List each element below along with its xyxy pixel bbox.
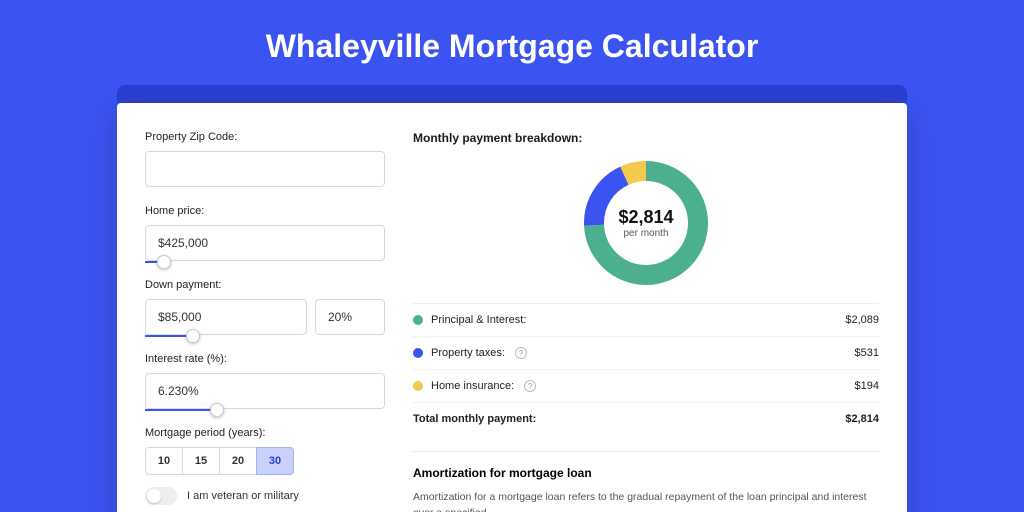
page-title: Whaleyville Mortgage Calculator <box>0 0 1024 85</box>
legend-dot <box>413 315 423 325</box>
breakdown-label: Principal & Interest: <box>431 314 526 326</box>
mortgage-period-group: 10152030 <box>145 447 385 475</box>
breakdown-title: Monthly payment breakdown: <box>413 131 879 145</box>
field-down-payment: Down payment: <box>145 279 385 335</box>
donut-center: $2,814 per month <box>584 161 708 285</box>
home-price-label: Home price: <box>145 205 385 217</box>
donut-sub: per month <box>623 228 668 239</box>
home-price-slider[interactable] <box>145 261 385 263</box>
breakdown-label: Home insurance: <box>431 380 514 392</box>
down-payment-slider[interactable] <box>145 335 385 337</box>
legend-dot <box>413 381 423 391</box>
interest-rate-label: Interest rate (%): <box>145 353 385 365</box>
total-amount: $2,814 <box>845 413 879 425</box>
calculator-card: Property Zip Code: Home price: Down paym… <box>117 103 907 512</box>
down-payment-pct-input[interactable] <box>315 299 385 335</box>
donut-chart: $2,814 per month <box>584 161 708 285</box>
period-btn-30[interactable]: 30 <box>256 447 294 475</box>
interest-rate-slider-handle[interactable] <box>210 403 224 417</box>
breakdown-row: Property taxes:? $531 <box>413 337 879 370</box>
field-home-price: Home price: <box>145 205 385 261</box>
veteran-toggle-row: I am veteran or military <box>145 487 385 505</box>
field-zip: Property Zip Code: <box>145 131 385 187</box>
breakdown-amount: $194 <box>855 380 879 392</box>
home-price-input[interactable] <box>145 225 385 261</box>
breakdown-row: Principal & Interest: $2,089 <box>413 304 879 337</box>
interest-rate-input[interactable] <box>145 373 385 409</box>
info-icon[interactable]: ? <box>524 380 536 392</box>
amortization-section: Amortization for mortgage loan Amortizat… <box>413 451 879 512</box>
down-payment-slider-handle[interactable] <box>186 329 200 343</box>
form-panel: Property Zip Code: Home price: Down paym… <box>145 131 385 512</box>
breakdown-amount: $2,089 <box>845 314 879 326</box>
legend-dot <box>413 348 423 358</box>
info-icon[interactable]: ? <box>515 347 527 359</box>
zip-input[interactable] <box>145 151 385 187</box>
zip-label: Property Zip Code: <box>145 131 385 143</box>
donut-amount: $2,814 <box>618 207 673 228</box>
card-top-banner <box>117 85 907 103</box>
breakdown-label: Property taxes: <box>431 347 505 359</box>
amortization-title: Amortization for mortgage loan <box>413 466 879 480</box>
field-mortgage-period: Mortgage period (years): 10152030 <box>145 427 385 475</box>
period-btn-15[interactable]: 15 <box>182 447 220 475</box>
toggle-knob <box>147 489 161 503</box>
home-price-slider-handle[interactable] <box>157 255 171 269</box>
mortgage-period-label: Mortgage period (years): <box>145 427 385 439</box>
down-payment-label: Down payment: <box>145 279 385 291</box>
period-btn-10[interactable]: 10 <box>145 447 183 475</box>
down-payment-input[interactable] <box>145 299 307 335</box>
interest-rate-slider[interactable] <box>145 409 385 411</box>
donut-chart-wrap: $2,814 per month <box>413 155 879 303</box>
total-label: Total monthly payment: <box>413 413 536 425</box>
field-interest-rate: Interest rate (%): <box>145 353 385 409</box>
veteran-toggle[interactable] <box>145 487 177 505</box>
period-btn-20[interactable]: 20 <box>219 447 257 475</box>
breakdown-row: Home insurance:? $194 <box>413 370 879 403</box>
amortization-text: Amortization for a mortgage loan refers … <box>413 490 879 512</box>
breakdown-list: Principal & Interest: $2,089 Property taxe… <box>413 303 879 435</box>
breakdown-amount: $531 <box>855 347 879 359</box>
breakdown-total-row: Total monthly payment: $2,814 <box>413 403 879 435</box>
veteran-toggle-label: I am veteran or military <box>187 490 299 502</box>
breakdown-panel: Monthly payment breakdown: $2,814 per mo… <box>413 131 879 512</box>
